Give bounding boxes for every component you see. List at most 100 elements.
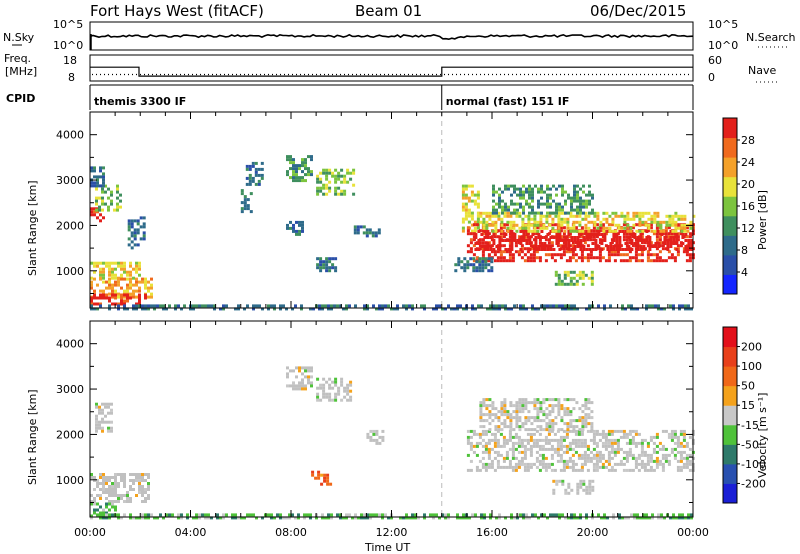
echo-cell: [685, 462, 689, 466]
echo-cell: [381, 513, 384, 517]
echo-cell: [225, 513, 228, 517]
echo-cell: [98, 205, 101, 209]
echo-cell: [488, 416, 492, 420]
echo-cell: [102, 485, 105, 488]
echo-cell: [532, 444, 536, 448]
echo-cell: [132, 304, 135, 308]
echo-cell: [110, 193, 113, 197]
echo-cell: [575, 220, 579, 224]
echo-cell: [645, 304, 648, 308]
echo-cell: [562, 226, 566, 230]
echo-cell: [671, 223, 675, 227]
echo-cell: [99, 184, 102, 188]
echo-cell: [676, 435, 680, 439]
echo-cell: [132, 295, 135, 299]
echo-cell: [526, 462, 530, 466]
echo-cell: [130, 225, 134, 229]
echo-cell: [108, 485, 111, 488]
echo-cell: [674, 220, 678, 224]
echo-cell: [633, 307, 636, 311]
echo-cell: [575, 229, 579, 233]
echo-cell: [620, 214, 624, 218]
echo-cell: [553, 468, 557, 472]
echo-cell: [683, 229, 687, 233]
echo-cell: [528, 184, 531, 188]
echo-cell: [135, 277, 138, 281]
echo-cell: [252, 513, 255, 517]
echo-cell: [529, 259, 533, 263]
echo-cell: [414, 513, 417, 517]
echo-cell: [544, 465, 548, 469]
echo-cell: [558, 239, 562, 242]
echo-cell: [456, 513, 459, 517]
echo-cell: [608, 229, 612, 233]
echo-cell: [535, 438, 539, 442]
echo-cell: [292, 161, 295, 165]
echo-cell: [129, 261, 132, 265]
echo-cell: [99, 175, 102, 179]
echo-cell: [517, 438, 521, 442]
echo-cell: [653, 217, 657, 221]
echo-cell: [180, 307, 183, 311]
echo-cell: [482, 413, 486, 417]
echo-cell: [114, 261, 117, 265]
echo-cell: [601, 453, 605, 457]
echo-cell: [101, 196, 104, 200]
echo-cell: [301, 372, 304, 376]
echo-cell: [90, 494, 93, 497]
echo-cell: [667, 250, 671, 254]
echo-cell: [243, 195, 247, 199]
echo-cell: [647, 217, 651, 221]
echo-cell: [147, 476, 150, 479]
echo-cell: [126, 270, 129, 274]
echo-cell: [255, 304, 258, 308]
echo-cell: [141, 491, 144, 494]
echo-cell: [96, 210, 99, 214]
echo-cell: [502, 259, 506, 263]
echo-cell: [689, 226, 693, 230]
echo-cell: [304, 164, 307, 168]
echo-cell: [605, 211, 609, 215]
echo-cell: [604, 459, 608, 463]
echo-cell: [572, 282, 576, 286]
echo-cell: [505, 250, 509, 254]
echo-cell: [574, 441, 578, 445]
echo-cell: [130, 240, 134, 244]
colorbar-swatch: [723, 215, 737, 236]
echo-cell: [329, 482, 333, 486]
echo-cell: [301, 164, 304, 168]
echo-cell: [597, 513, 600, 517]
echo-cell: [582, 488, 586, 492]
echo-cell: [108, 516, 111, 520]
echo-cell: [117, 497, 120, 500]
echo-cell: [567, 196, 570, 200]
echo-cell: [570, 236, 574, 239]
echo-cell: [557, 276, 561, 280]
echo-cell: [522, 236, 526, 239]
echo-cell: [559, 438, 563, 442]
echo-cell: [475, 432, 479, 436]
echo-cell: [130, 231, 134, 235]
echo-cell: [591, 193, 594, 197]
echo-cell: [557, 401, 561, 405]
echo-cell: [384, 304, 387, 308]
echo-cell: [589, 256, 593, 260]
echo-cell: [294, 304, 297, 308]
echo-cell: [126, 497, 129, 500]
echo-cell: [102, 273, 105, 277]
echo-cell: [337, 386, 341, 390]
echo-cell: [524, 226, 528, 230]
echo-cell: [518, 401, 522, 405]
echo-cell: [473, 193, 477, 197]
echo-cell: [634, 459, 638, 463]
nsearch-label: N.Search: [746, 31, 796, 44]
echo-cell: [664, 259, 668, 263]
echo-cell: [462, 307, 465, 311]
echo-cell: [494, 220, 498, 224]
echo-cell: [673, 429, 677, 433]
echo-cell: [533, 229, 537, 233]
echo-cell: [540, 230, 544, 233]
echo-cell: [550, 462, 554, 466]
echo-cell: [551, 217, 555, 221]
echo-cell: [688, 468, 692, 472]
